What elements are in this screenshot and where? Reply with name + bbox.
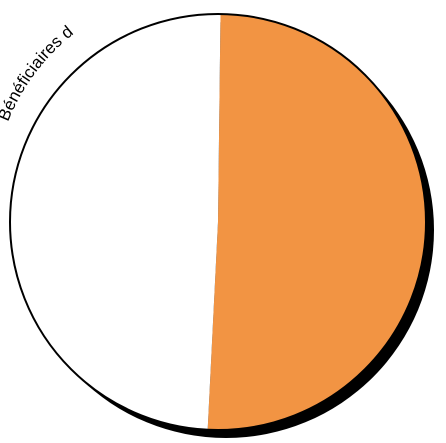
pie-slice-2 bbox=[10, 14, 221, 430]
pie-outline bbox=[9, 13, 427, 431]
pie-slices bbox=[10, 14, 427, 431]
pie-slice-1 bbox=[207, 14, 427, 431]
